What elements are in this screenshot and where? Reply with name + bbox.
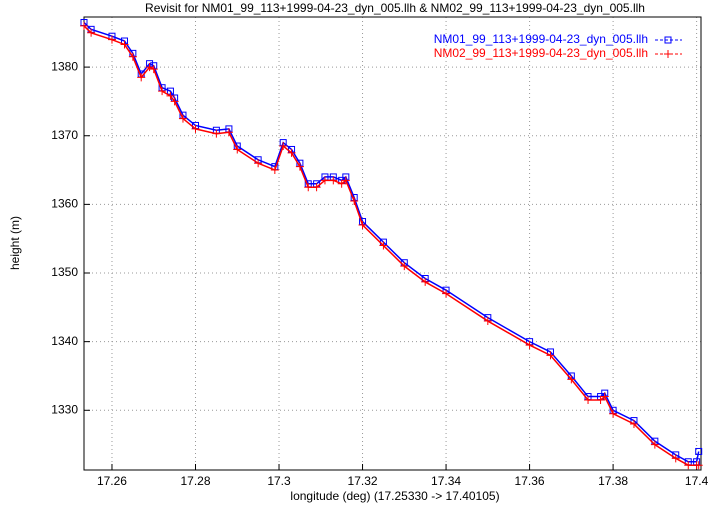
point-marker: [600, 392, 609, 401]
y-axis-label: height (m): [8, 216, 22, 270]
point-marker: [178, 114, 187, 123]
chart-title: Revisit for NM01_99_113+1999-04-23_dyn_0…: [145, 1, 645, 15]
legend-label: NM02_99_113+1999-04-23_dyn_005.llh: [434, 46, 648, 60]
series-line: [83, 25, 699, 466]
point-marker: [191, 124, 200, 133]
point-marker: [629, 420, 638, 429]
point-marker: [270, 166, 279, 175]
point-marker: [650, 440, 659, 449]
legend-marker: [664, 50, 672, 58]
point-marker: [483, 317, 492, 326]
point-marker: [107, 35, 116, 44]
x-tick-label: 17.38: [598, 474, 628, 488]
point-marker: [350, 196, 359, 205]
point-marker: [337, 179, 346, 188]
point-marker: [312, 183, 321, 192]
plot-frame: [83, 16, 702, 471]
point-marker: [128, 52, 137, 61]
x-axis-label: longitude (deg) (17.25330 -> 17.40105): [290, 489, 499, 503]
point-marker: [320, 176, 329, 185]
legend-marker: [664, 36, 672, 44]
y-tick-label: 1370: [51, 128, 78, 142]
point-marker: [158, 87, 167, 96]
y-tick-label: 1340: [51, 334, 78, 348]
point-marker: [609, 409, 618, 418]
y-tick-label: 1360: [51, 197, 78, 211]
point-marker: [358, 220, 367, 229]
point-marker: [212, 129, 221, 138]
y-tick-label: 1330: [51, 402, 78, 416]
point-marker: [421, 277, 430, 286]
point-marker: [295, 162, 304, 171]
point-marker: [166, 91, 175, 100]
point-marker: [671, 454, 680, 463]
point-marker: [329, 176, 338, 185]
y-tick-label: 1350: [51, 265, 78, 279]
point-marker: [137, 73, 146, 82]
x-tick-label: 17.34: [431, 474, 461, 488]
point-marker: [149, 65, 158, 74]
x-tick-label: 17.26: [97, 474, 127, 488]
point-marker: [400, 262, 409, 271]
x-tick-label: 17.36: [515, 474, 545, 488]
point-marker: [279, 142, 288, 151]
point-marker: [145, 63, 154, 72]
point-marker: [695, 447, 703, 455]
point-marker: [596, 395, 605, 404]
point-marker: [224, 128, 233, 137]
point-marker: [341, 176, 350, 185]
point-marker: [379, 241, 388, 250]
point-marker: [442, 289, 451, 298]
point-marker: [233, 145, 242, 154]
x-tick-label: 17.28: [180, 474, 210, 488]
point-marker: [684, 461, 693, 470]
x-tick-label: 17.4: [685, 474, 709, 488]
point-marker: [170, 97, 179, 106]
point-marker: [546, 351, 555, 360]
y-tick-label: 1380: [51, 59, 78, 73]
x-tick-label: 17.3: [267, 474, 291, 488]
point-marker: [287, 148, 296, 157]
point-marker: [254, 159, 263, 168]
point-marker: [80, 21, 88, 30]
point-marker: [304, 183, 313, 192]
point-marker: [694, 461, 703, 470]
point-marker: [525, 341, 534, 350]
point-marker: [584, 395, 593, 404]
point-marker: [87, 28, 96, 37]
point-marker: [567, 375, 576, 384]
legend-label: NM01_99_113+1999-04-23_dyn_005.llh: [434, 32, 648, 46]
x-tick-label: 17.32: [348, 474, 378, 488]
point-marker: [120, 40, 129, 49]
